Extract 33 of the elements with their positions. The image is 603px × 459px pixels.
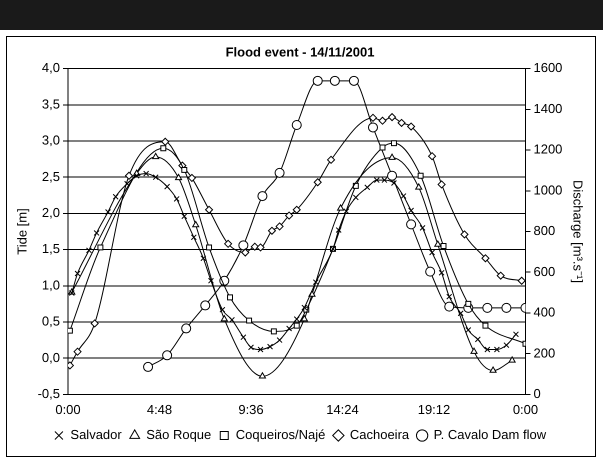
legend-label: Coqueiros/Najé (236, 427, 326, 442)
y-tick-label: 0,0 (42, 350, 60, 365)
y2-tick-label: 1400 (533, 100, 562, 116)
y-tick-label: 3,5 (42, 96, 60, 112)
y-tick-label: 4,0 (42, 60, 60, 76)
x-tick-label: 4:48 (146, 402, 172, 417)
y-tick-label: 2,0 (42, 204, 60, 220)
y2-tick-label: 400 (533, 304, 556, 320)
y2-tick-label: 200 (533, 345, 556, 360)
y2-tick-label: 1600 (533, 60, 562, 76)
chart-title: Flood event - 14/11/2001 (226, 44, 374, 60)
y2-tick-label: 1000 (533, 182, 562, 198)
y-tick-label: 0,5 (42, 314, 60, 329)
legend-label: Cachoeira (350, 427, 410, 442)
x-tick-label: 14:24 (326, 402, 359, 417)
y-tick-label: 1,0 (42, 277, 60, 292)
y2-tick-label: 1200 (533, 142, 562, 157)
y2-tick-label: 800 (533, 223, 556, 238)
y2-axis-title: Discharge [m³.s⁻¹] (570, 180, 586, 283)
y-tick-label: 2,5 (42, 168, 60, 184)
y-tick-label: 3,0 (42, 132, 60, 148)
y-tick-label: 1,5 (42, 241, 60, 256)
y2-tick-label: 0 (533, 386, 541, 401)
y-tick-label: -0,5 (38, 386, 60, 401)
legend-label: P. Cavalo Dam flow (434, 427, 547, 442)
x-tick-label: 0:00 (512, 402, 538, 417)
legend-label: Salvador (70, 427, 122, 442)
x-tick-label: 9:36 (238, 402, 264, 417)
x-tick-label: 19:12 (418, 402, 450, 417)
legend-label: São Roque (146, 427, 212, 442)
y2-tick-label: 600 (533, 264, 556, 279)
y-axis-title: Tide [m] (14, 208, 30, 255)
x-tick-label: 0:00 (55, 402, 81, 417)
